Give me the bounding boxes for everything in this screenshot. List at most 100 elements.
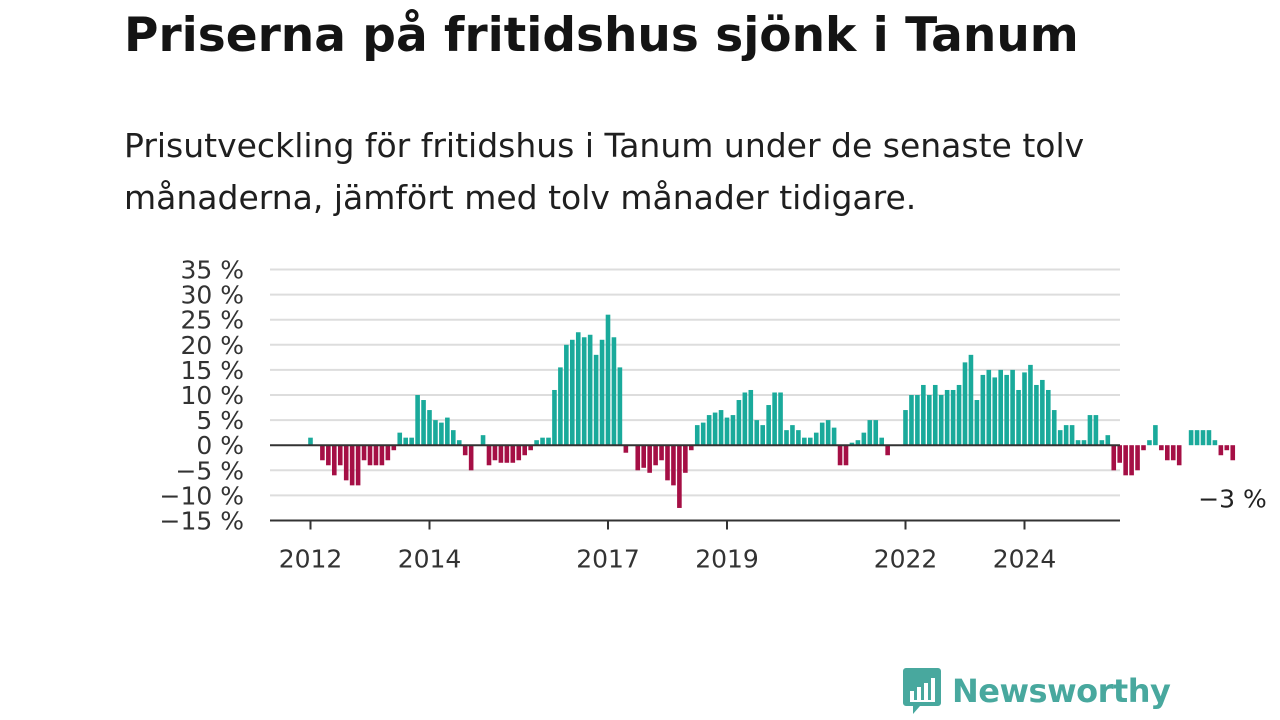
bar bbox=[784, 430, 789, 446]
bar bbox=[1010, 369, 1015, 446]
bar bbox=[462, 445, 468, 456]
bar bbox=[671, 445, 676, 486]
bar bbox=[766, 405, 771, 446]
bar bbox=[1129, 445, 1134, 476]
bar bbox=[1051, 410, 1057, 446]
bar bbox=[361, 445, 367, 461]
bar bbox=[1141, 445, 1146, 451]
bar bbox=[522, 445, 527, 456]
bar bbox=[694, 425, 700, 446]
bar bbox=[879, 437, 884, 446]
bar bbox=[730, 415, 736, 446]
bar bbox=[1057, 430, 1063, 446]
bar bbox=[944, 389, 950, 446]
bar bbox=[974, 400, 980, 446]
bar bbox=[808, 437, 813, 446]
chart-title: Priserna på fritidshus sjönk i Tanum bbox=[124, 8, 1079, 63]
y-tick-label: −5 % bbox=[175, 456, 244, 485]
bar bbox=[468, 445, 474, 471]
bar bbox=[1135, 445, 1140, 471]
bar bbox=[427, 410, 432, 446]
bar bbox=[909, 395, 914, 446]
bar bbox=[355, 445, 361, 486]
bar bbox=[849, 442, 855, 446]
y-tick-label: 15 % bbox=[180, 356, 244, 385]
bar bbox=[659, 445, 664, 461]
bar bbox=[1170, 445, 1176, 461]
bar bbox=[575, 332, 581, 446]
bar bbox=[1224, 445, 1230, 451]
bar bbox=[1004, 374, 1009, 446]
bar bbox=[617, 367, 623, 446]
bar bbox=[433, 420, 438, 446]
bar bbox=[677, 445, 682, 508]
bar bbox=[778, 392, 783, 446]
bar bbox=[819, 422, 825, 446]
bar bbox=[1153, 425, 1158, 446]
bar bbox=[867, 420, 873, 446]
bar bbox=[570, 339, 575, 446]
bar bbox=[831, 427, 837, 446]
bar bbox=[754, 420, 760, 446]
bar bbox=[635, 445, 641, 471]
bar bbox=[950, 389, 956, 446]
bar bbox=[1034, 384, 1039, 446]
bar bbox=[1123, 445, 1128, 476]
bar bbox=[510, 445, 516, 463]
bar bbox=[480, 435, 486, 446]
bar bbox=[337, 445, 343, 466]
bar bbox=[343, 445, 349, 481]
y-tick-label: −10 % bbox=[160, 481, 244, 510]
bar bbox=[962, 362, 968, 446]
bar bbox=[1063, 425, 1069, 446]
bar bbox=[915, 395, 920, 446]
bar bbox=[855, 440, 861, 446]
bar bbox=[308, 437, 313, 446]
bars bbox=[308, 314, 1236, 508]
bar bbox=[326, 445, 331, 466]
bar bbox=[837, 445, 843, 466]
bar bbox=[623, 445, 629, 453]
bar bbox=[1176, 445, 1182, 466]
bar bbox=[1194, 430, 1200, 446]
bar bbox=[665, 445, 670, 481]
bar bbox=[700, 422, 706, 446]
bar bbox=[1147, 440, 1152, 446]
bar bbox=[689, 445, 694, 451]
bar bbox=[938, 395, 944, 446]
bar bbox=[456, 440, 462, 446]
bar bbox=[1087, 415, 1093, 446]
bar bbox=[558, 367, 563, 446]
bar bbox=[968, 354, 974, 446]
bar bbox=[1093, 415, 1099, 446]
bar bbox=[1230, 445, 1236, 461]
bar bbox=[885, 445, 890, 456]
bar bbox=[385, 445, 391, 461]
bar bbox=[796, 430, 801, 446]
bar bbox=[748, 389, 754, 446]
bar bbox=[706, 415, 712, 446]
bar bbox=[1200, 430, 1206, 446]
bar bbox=[843, 445, 849, 466]
bar bbox=[1016, 389, 1021, 446]
bar bbox=[611, 337, 617, 446]
bar bbox=[980, 374, 986, 446]
bar bbox=[861, 432, 867, 446]
bar bbox=[1040, 379, 1045, 446]
bar bbox=[1075, 440, 1081, 446]
bar bbox=[647, 445, 652, 473]
x-tick-label: 2019 bbox=[695, 545, 759, 574]
bar bbox=[445, 417, 450, 446]
bar bbox=[998, 369, 1003, 446]
bar bbox=[397, 432, 403, 446]
bar bbox=[760, 425, 765, 446]
y-tick-label: 5 % bbox=[196, 406, 244, 435]
bar bbox=[1206, 430, 1212, 446]
bar bbox=[349, 445, 355, 486]
bar bbox=[540, 437, 545, 446]
brand-name: Newsworthy bbox=[952, 672, 1171, 710]
bar bbox=[802, 437, 807, 446]
axes bbox=[270, 444, 1120, 522]
y-tick-label: 10 % bbox=[180, 381, 244, 410]
grid-lines bbox=[270, 268, 1120, 497]
